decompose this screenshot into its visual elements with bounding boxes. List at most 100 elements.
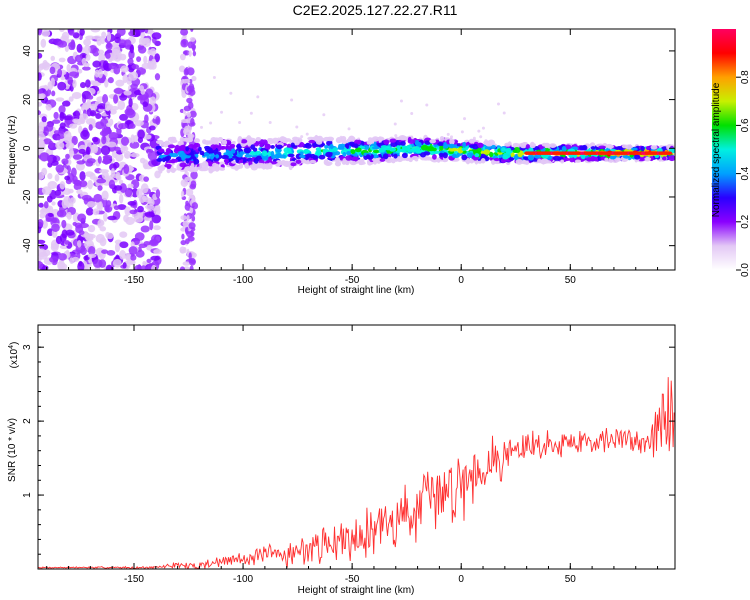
noise-blob [148, 125, 156, 131]
noise-blob [124, 206, 131, 216]
y-tick-label: 2 [22, 418, 33, 424]
noise-blob [51, 201, 56, 206]
noise-blob [140, 183, 149, 194]
signal-blob [359, 161, 364, 166]
noise-blob [129, 141, 140, 149]
signal-blob [323, 159, 329, 166]
signal-blob [279, 136, 286, 143]
noise-blob [38, 89, 43, 94]
signal-blob [448, 143, 455, 149]
noise-blob [69, 197, 76, 204]
noise-blob [61, 158, 69, 165]
noise-blob [74, 222, 83, 229]
noise-blob [129, 260, 136, 265]
noise-blob [115, 79, 125, 87]
noise-blob [116, 126, 122, 136]
noise-blob [79, 171, 86, 181]
signal-blob [400, 141, 406, 146]
noise-blob [65, 153, 70, 160]
signal-blob [259, 142, 264, 148]
noise-blob [69, 71, 79, 77]
colorbar-tick-label: 0.4 [740, 166, 750, 180]
noise-blob [38, 101, 43, 107]
noise-blob [129, 44, 134, 54]
noise-blob [149, 239, 158, 246]
noise-blob [128, 97, 133, 108]
noise-column-blob [182, 50, 190, 56]
noise-blob [83, 44, 91, 55]
signal-blob [439, 135, 445, 142]
noise-blob [55, 141, 65, 150]
noise-column-blob [188, 50, 192, 57]
chart-title: C2E2.2025.127.22.27.R11 [292, 2, 458, 18]
noise-blob [72, 79, 77, 89]
noise-blob [102, 60, 109, 71]
signal-blob [264, 143, 270, 150]
signal-blob [295, 159, 302, 164]
signal-blob [525, 144, 531, 149]
noise-blob [107, 77, 114, 84]
noise-blob [39, 212, 46, 219]
signal-blob [172, 136, 177, 143]
signal-blob [443, 142, 447, 147]
noise-blob [86, 158, 96, 164]
signal-blob [350, 149, 356, 155]
noise-blob [99, 226, 107, 232]
noise-blob [41, 116, 47, 123]
noise-blob [136, 67, 146, 75]
signal-blob [469, 158, 474, 164]
signal-blob [580, 153, 586, 160]
signal-blob [451, 154, 460, 158]
signal-blob [323, 136, 331, 142]
signal-blob [416, 141, 422, 148]
noise-blob [92, 259, 103, 268]
noise-blob [141, 62, 152, 69]
noise-blob [94, 69, 100, 78]
noise-blob [128, 123, 136, 129]
snr-axes: -150 -100 -50 0 50 1 2 3 [22, 325, 675, 585]
noise-blob [90, 29, 101, 33]
noise-blob [62, 100, 71, 107]
noise-blob [47, 212, 54, 218]
signal-blob [283, 161, 291, 166]
signal-blob [437, 142, 445, 146]
signal-blob [442, 152, 448, 159]
signal-blob [533, 154, 542, 159]
noise-column-blob [189, 110, 197, 118]
noise-blob [99, 130, 109, 137]
signal-blob [477, 142, 484, 148]
noise-blob [150, 255, 161, 261]
noise-blob [61, 219, 67, 229]
noise-blob [113, 161, 120, 169]
noise-blob [86, 201, 97, 208]
noise-blob [71, 256, 80, 262]
signal-blob [541, 142, 547, 147]
signal-blob [420, 152, 427, 158]
noise-blob [45, 217, 53, 223]
signal-blob [230, 148, 236, 154]
signal-blob [244, 154, 253, 158]
noise-blob [95, 113, 102, 120]
signal-blob [598, 145, 606, 149]
signal-blob [372, 149, 380, 154]
signal-blob [662, 156, 667, 161]
noise-column-blob [184, 226, 189, 235]
noise-blob [51, 90, 56, 97]
signal-blob [294, 137, 303, 143]
noise-blob [91, 136, 99, 143]
noise-column-blob [180, 29, 189, 36]
noise-blob [111, 48, 120, 56]
signal-blob [513, 146, 521, 154]
signal-blob [353, 143, 359, 149]
noise-blob [76, 160, 86, 165]
noise-column-blob [185, 200, 189, 207]
noise-blob [38, 219, 44, 228]
signal-blob [579, 145, 587, 151]
signal-blob [192, 156, 197, 162]
noise-blob [59, 180, 66, 190]
noise-blob [149, 220, 154, 231]
noise-blob [140, 225, 150, 233]
signal-blob [215, 154, 220, 159]
noise-column-blob [185, 188, 194, 197]
noise-blob [38, 110, 42, 116]
